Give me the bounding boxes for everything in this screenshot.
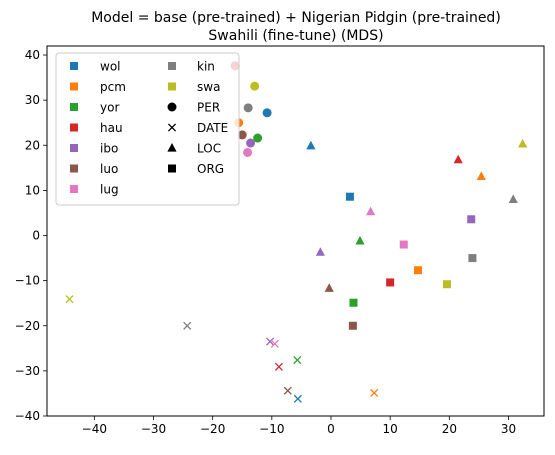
- point-kin-loc: [508, 194, 518, 204]
- legend-marker-ibo: [70, 144, 78, 152]
- point-yor-loc: [355, 235, 365, 245]
- x-tick-label: 30: [501, 422, 516, 436]
- y-tick-label: −10: [15, 274, 40, 288]
- point-yor-per: [253, 133, 263, 143]
- point-kin-date: [183, 321, 192, 330]
- point-lug-loc: [366, 206, 376, 216]
- legend: wol pcm yor hau ibo luo lug kin swa PER DATE LOC ORG: [55, 52, 240, 206]
- legend-marker-yor: [70, 103, 78, 111]
- x-tick-label: 10: [383, 422, 398, 436]
- point-ibo-date: [265, 337, 275, 346]
- legend-label-ibo: ibo: [100, 142, 118, 156]
- point-luo-org: [348, 321, 357, 330]
- legend-box: [55, 52, 240, 206]
- plot-frame: [46, 45, 545, 417]
- y-tick-label: 30: [25, 93, 40, 107]
- legend-marker-wol: [70, 62, 78, 70]
- legend-marker-luo: [70, 164, 78, 173]
- legend-label-per: PER: [197, 101, 220, 115]
- point-lug-date: [270, 339, 279, 348]
- point-swa-date: [65, 295, 74, 304]
- point-luo-loc: [324, 283, 334, 292]
- scatter-points: [65, 61, 528, 403]
- legend-label-lug: lug: [100, 183, 119, 197]
- point-wol-loc: [306, 140, 316, 150]
- y-tick-label: 10: [25, 183, 40, 197]
- y-tick-label: 40: [25, 48, 40, 62]
- x-tick-label: −30: [141, 422, 166, 436]
- legend-marker-lug: [70, 185, 78, 193]
- legend-label-yor: yor: [100, 101, 119, 115]
- x-tick-label: 20: [442, 422, 457, 436]
- legend-label-org: ORG: [197, 162, 224, 176]
- point-swa-loc: [518, 138, 528, 148]
- legend-marker-per: [167, 102, 177, 112]
- point-pcm-date: [370, 388, 379, 398]
- point-swa-per: [250, 81, 260, 91]
- y-tick-label: 0: [32, 229, 40, 243]
- y-tick-label: −40: [15, 409, 40, 423]
- legend-label-date: DATE: [197, 121, 228, 135]
- legend-label-kin: kin: [197, 60, 215, 74]
- chart-title-line1: Model = base (pre-trained) + Nigerian Pi…: [91, 10, 501, 26]
- axis-ticks: −40 −30 −20 −10 0 10 20 30 −40 −30 −20 −10 0 10 20 30 40: [15, 48, 516, 436]
- point-luo-date: [283, 386, 292, 395]
- legend-label-hau: hau: [100, 121, 123, 135]
- point-ibo-loc: [315, 247, 325, 256]
- x-tick-label: −10: [259, 422, 284, 436]
- legend-marker-swa: [168, 82, 176, 91]
- legend-marker-org: [168, 164, 176, 173]
- y-tick-label: −30: [15, 364, 40, 378]
- chart-title-line2: Swahili (fine-tune) (MDS): [208, 28, 383, 44]
- point-hau-date: [274, 362, 283, 371]
- x-tick-label: −20: [200, 422, 225, 436]
- legend-label-pcm: pcm: [100, 80, 126, 94]
- legend-label-loc: LOC: [197, 142, 221, 156]
- point-wol-org: [345, 192, 354, 201]
- legend-label-luo: luo: [100, 162, 118, 176]
- point-yor-org: [349, 298, 358, 307]
- point-luo-per: [237, 130, 247, 140]
- point-ibo-per: [246, 138, 256, 148]
- point-hau-org: [386, 278, 395, 287]
- point-wol-date: [293, 394, 302, 403]
- legend-marker-hau: [70, 123, 78, 132]
- legend-marker-loc: [167, 143, 177, 152]
- point-swa-org: [442, 280, 451, 289]
- point-kin-per: [243, 103, 253, 113]
- point-lug-per: [243, 147, 253, 157]
- point-lug-org: [399, 240, 408, 249]
- x-tick-label: 0: [327, 422, 335, 436]
- legend-marker-kin: [168, 62, 176, 70]
- legend-label-wol: wol: [100, 60, 121, 74]
- point-ibo-org: [467, 215, 476, 224]
- point-yor-date: [293, 355, 302, 365]
- y-tick-label: −20: [15, 319, 40, 333]
- x-tick-label: −40: [82, 422, 107, 436]
- point-pcm-org: [413, 266, 422, 275]
- legend-label-swa: swa: [197, 80, 220, 94]
- point-wol-per: [262, 108, 272, 118]
- point-hau-loc: [453, 154, 463, 164]
- legend-marker-date: [167, 123, 177, 132]
- y-tick-label: 20: [25, 138, 40, 152]
- point-kin-org: [468, 254, 477, 263]
- legend-marker-pcm: [70, 82, 78, 91]
- point-pcm-loc: [476, 171, 486, 181]
